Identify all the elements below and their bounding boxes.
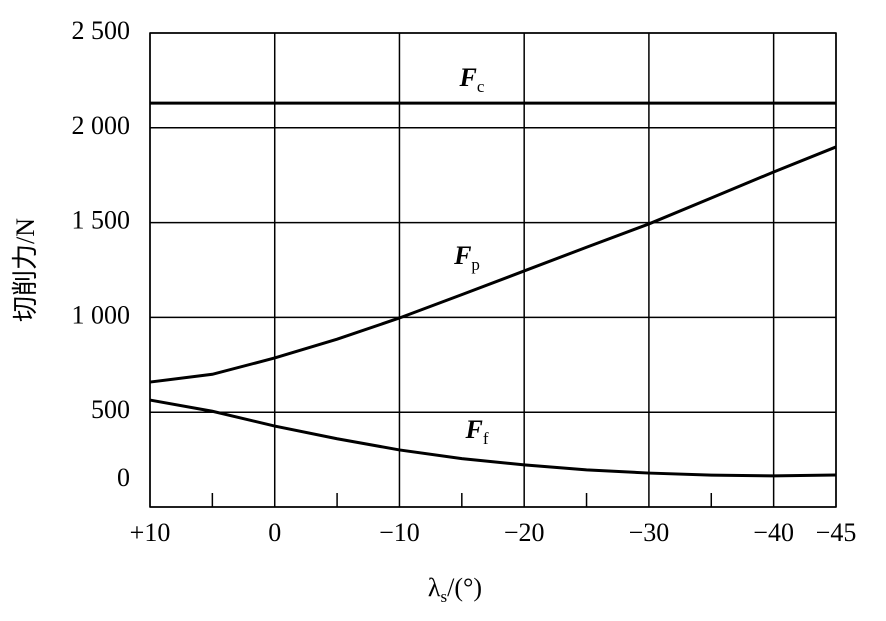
plot-frame bbox=[149, 32, 837, 508]
x-tick-label: −10 bbox=[379, 518, 420, 547]
x-axis-title: λs/(°) bbox=[428, 573, 482, 606]
x-tick-label: −20 bbox=[504, 518, 545, 547]
series-label: Ff bbox=[464, 415, 488, 448]
x-tick-label: −45 bbox=[816, 518, 857, 547]
series-line bbox=[149, 398, 837, 478]
x-tick-label: 0 bbox=[268, 518, 281, 547]
y-tick-label: 0 bbox=[117, 463, 130, 492]
series-label: Fc bbox=[459, 63, 485, 96]
series-label: Fp bbox=[453, 241, 480, 274]
x-tick-label: +10 bbox=[130, 518, 171, 547]
y-tick-label: 1 000 bbox=[72, 300, 131, 329]
y-tick-label: 2 000 bbox=[72, 111, 131, 140]
x-tick-label: −40 bbox=[753, 518, 794, 547]
y-tick-label: 1 500 bbox=[72, 206, 131, 235]
y-tick-label: 500 bbox=[91, 395, 130, 424]
x-tick-label: −30 bbox=[629, 518, 670, 547]
y-axis-title: 切削力/N bbox=[11, 218, 40, 322]
series-line bbox=[149, 145, 837, 384]
y-tick-label: 2 500 bbox=[72, 16, 131, 45]
